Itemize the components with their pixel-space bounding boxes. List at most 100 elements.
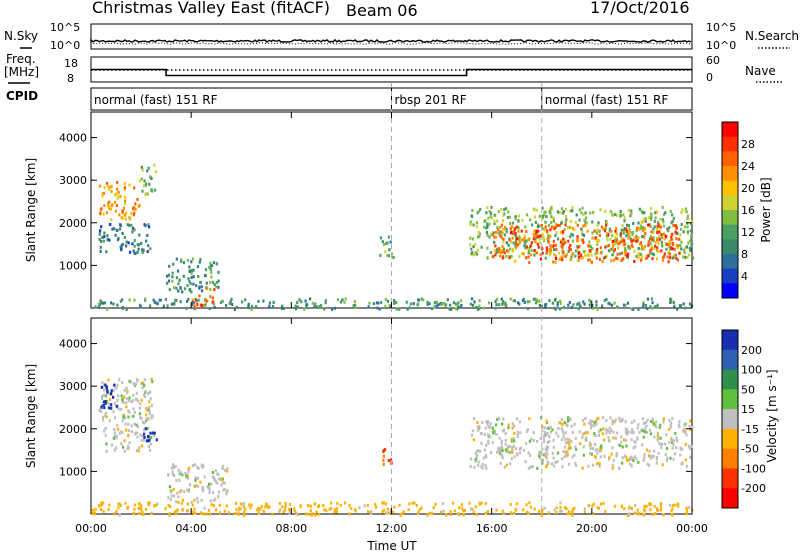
echo-cell (191, 298, 194, 302)
echo-cell (460, 303, 463, 307)
echo-cell (571, 206, 574, 210)
echo-cell (420, 506, 423, 510)
echo-cell (559, 230, 563, 234)
echo-cell (100, 207, 103, 211)
echo-cell (563, 239, 566, 243)
echo-cell (612, 244, 615, 248)
echo-cell (114, 200, 117, 204)
echo-cell (626, 252, 630, 256)
echo-cell (567, 239, 570, 243)
echo-cell (589, 447, 592, 450)
echo-cell (662, 420, 665, 424)
echo-cell (637, 460, 640, 464)
echo-cell (493, 431, 496, 435)
echo-cell (150, 436, 153, 440)
echo-cell (523, 236, 526, 240)
echo-cell (213, 288, 216, 292)
echo-cell (599, 502, 603, 506)
echo-cell (143, 384, 146, 388)
echo-cell (140, 438, 143, 442)
echo-cell (171, 473, 175, 476)
echo-cell (562, 237, 565, 241)
x-tick-label: 12:00 (376, 522, 408, 535)
echo-cell (561, 423, 564, 426)
echo-cell (554, 260, 557, 264)
echo-cell (221, 467, 224, 470)
echo-cell (517, 226, 520, 230)
echo-cell (538, 237, 541, 241)
echo-cell (217, 490, 220, 494)
echo-cell (587, 249, 590, 253)
echo-cell (548, 247, 551, 251)
echo-cell (530, 437, 533, 441)
echo-cell (571, 512, 574, 516)
echo-cell (408, 502, 411, 506)
echo-cell (629, 214, 632, 218)
echo-cell (111, 227, 114, 231)
echo-cell (471, 429, 474, 433)
echo-cell (608, 426, 611, 430)
echo-cell (162, 304, 165, 308)
echo-cell (647, 454, 651, 458)
echo-cell (495, 251, 498, 255)
echo-cell (611, 419, 614, 423)
echo-cell (283, 508, 286, 512)
echo-cell (656, 221, 660, 225)
echo-cell (381, 501, 384, 505)
echo-cell (641, 226, 645, 230)
echo-cell (625, 444, 628, 448)
echo-cell (590, 253, 593, 257)
echo-cell (640, 254, 644, 258)
echo-cell (517, 214, 520, 218)
echo-cell (561, 230, 564, 234)
echo-cell (153, 504, 156, 508)
colorbar-swatch (722, 409, 738, 430)
echo-cell (504, 227, 507, 231)
echo-cell (663, 213, 666, 217)
echo-cell (113, 512, 116, 516)
echo-cell (211, 296, 214, 300)
echo-cell (598, 464, 601, 468)
echo-cell (576, 245, 579, 249)
echo-cell (101, 394, 104, 398)
echo-cell (515, 502, 518, 506)
echo-cell (670, 246, 673, 250)
echo-cell (209, 263, 213, 267)
echo-cell (685, 508, 689, 512)
echo-cell (569, 220, 572, 223)
echo-cell (188, 279, 191, 283)
echo-cell (504, 225, 507, 229)
echo-cell (604, 509, 607, 513)
echo-cell (677, 237, 681, 241)
time-axis-ticks: 00:00 04:00 08:00 12:00 16:00 20:00 00:00 (75, 112, 708, 535)
echo-cell (415, 504, 418, 507)
echo-cell (617, 443, 620, 447)
echo-cell (103, 414, 107, 418)
echo-cell (107, 378, 110, 382)
echo-cell (550, 462, 553, 466)
echo-cell (328, 507, 331, 511)
echo-cell (630, 307, 633, 311)
echo-cell (127, 429, 131, 433)
echo-cell (623, 239, 626, 243)
echo-cell (608, 302, 612, 306)
echo-cell (675, 257, 678, 261)
echo-cell (615, 239, 618, 243)
echo-cell (591, 447, 595, 450)
echo-cell (491, 441, 494, 445)
echo-cell (103, 429, 106, 433)
echo-cell (635, 254, 638, 258)
echo-cell (540, 223, 543, 227)
echo-cell (667, 260, 670, 264)
echo-cell (553, 464, 556, 468)
echo-cell (650, 245, 653, 249)
echo-cell (168, 513, 171, 517)
echo-cell (422, 298, 425, 302)
echo-cell (588, 441, 592, 445)
echo-cell (550, 207, 553, 211)
echo-cell (115, 436, 118, 440)
echo-cell (512, 444, 515, 448)
echo-cell (552, 456, 555, 460)
echo-cell (409, 302, 412, 306)
echo-cell (527, 255, 530, 259)
